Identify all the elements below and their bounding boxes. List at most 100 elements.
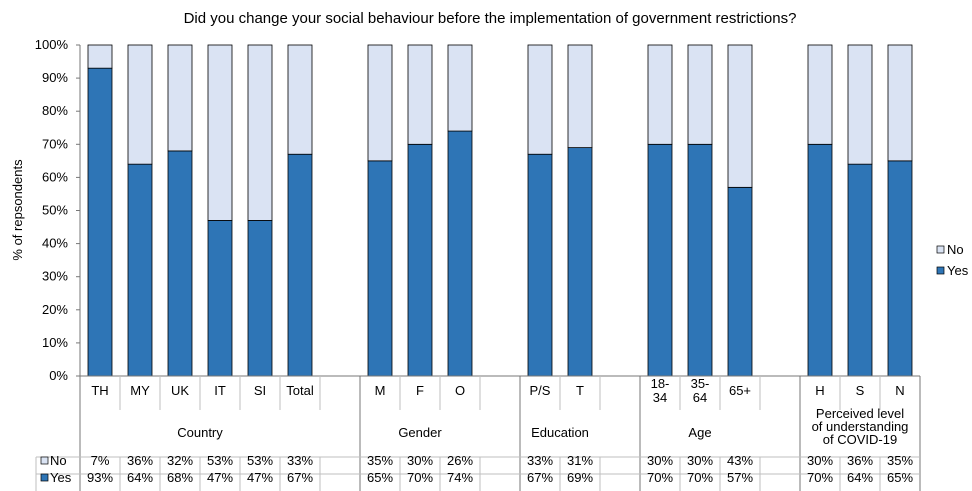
- bar-no: [87, 44, 113, 69]
- table-legend-key: [40, 456, 49, 465]
- x-tick-label: O: [455, 383, 465, 398]
- bar-no: [367, 44, 393, 162]
- group-label: Gender: [398, 425, 442, 440]
- x-tick-label: IT: [214, 383, 226, 398]
- group-label: of COVID-19: [823, 432, 897, 447]
- bar-yes: [127, 163, 153, 377]
- table-value: 36%: [847, 453, 873, 468]
- bar-yes: [87, 67, 113, 377]
- table-value: 70%: [687, 470, 713, 485]
- bar-no: [207, 44, 233, 221]
- group-label: Perceived level: [816, 406, 904, 421]
- x-tick-label: MY: [130, 383, 150, 398]
- x-tick-label: 65+: [729, 383, 751, 398]
- bar-yes: [167, 150, 193, 377]
- bar-yes: [807, 143, 833, 377]
- bar-no: [847, 44, 873, 165]
- bar-yes: [687, 143, 713, 377]
- x-tick-label: SI: [254, 383, 266, 398]
- x-tick-label: TH: [91, 383, 108, 398]
- bar-yes: [647, 143, 673, 377]
- table-value: 69%: [567, 470, 593, 485]
- bar-no: [887, 44, 913, 162]
- x-tick-label: 18-: [651, 376, 670, 391]
- bar-yes: [367, 160, 393, 377]
- table-value: 53%: [247, 453, 273, 468]
- bar-no: [287, 44, 313, 155]
- table-value: 64%: [127, 470, 153, 485]
- table-value: 64%: [847, 470, 873, 485]
- table-value: 68%: [167, 470, 193, 485]
- bar-yes: [407, 143, 433, 377]
- table-value: 74%: [447, 470, 473, 485]
- table-value: 47%: [247, 470, 273, 485]
- table-value: 36%: [127, 453, 153, 468]
- group-label: Age: [688, 425, 711, 440]
- table-value: 26%: [447, 453, 473, 468]
- legend-label: No: [947, 242, 964, 257]
- legend-key: [936, 266, 945, 275]
- bar-no: [167, 44, 193, 152]
- y-tick-label: 0%: [49, 368, 68, 383]
- table-value: 70%: [647, 470, 673, 485]
- table-value: 30%: [687, 453, 713, 468]
- table-value: 35%: [367, 453, 393, 468]
- y-axis-label: % of repsondents: [10, 159, 25, 261]
- bar-no: [807, 44, 833, 145]
- table-value: 65%: [887, 470, 913, 485]
- bar-no: [127, 44, 153, 165]
- legend-label: Yes: [947, 263, 969, 278]
- bar-yes: [727, 186, 753, 377]
- legend: No Yes: [936, 242, 969, 278]
- x-tick-label: M: [375, 383, 386, 398]
- bar-yes: [567, 147, 593, 377]
- x-tick-label: S: [856, 383, 865, 398]
- x-tick-label: P/S: [530, 383, 551, 398]
- x-tick-label: T: [576, 383, 584, 398]
- table-legend-key: [40, 473, 49, 482]
- table-value: 47%: [207, 470, 233, 485]
- table-row-label: No: [50, 453, 67, 468]
- table-row-label: Yes: [50, 470, 72, 485]
- table-value: 30%: [407, 453, 433, 468]
- group-label: of understanding: [812, 419, 909, 434]
- bar-yes: [887, 160, 913, 377]
- table-value: 70%: [807, 470, 833, 485]
- table-value: 93%: [87, 470, 113, 485]
- table-value: 35%: [887, 453, 913, 468]
- table-value: 43%: [727, 453, 753, 468]
- table-value: 31%: [567, 453, 593, 468]
- y-tick-label: 80%: [42, 103, 68, 118]
- bar-no: [247, 44, 273, 221]
- bar-yes: [207, 220, 233, 377]
- group-label: Education: [531, 425, 589, 440]
- bar-no: [567, 44, 593, 149]
- y-axis: 0% 10% 20% 30% 40% 50% 60% 70% 80% 90% 100%: [35, 37, 81, 383]
- table-value: 33%: [527, 453, 553, 468]
- chart-title: Did you change your social behaviour bef…: [184, 10, 797, 27]
- bar-yes: [287, 153, 313, 377]
- table-value: 32%: [167, 453, 193, 468]
- y-tick-label: 100%: [35, 37, 69, 52]
- table-value: 67%: [527, 470, 553, 485]
- group-label: Country: [177, 425, 223, 440]
- x-tick-label: H: [815, 383, 824, 398]
- bar-no: [447, 44, 473, 132]
- table-value: 30%: [807, 453, 833, 468]
- bar-yes: [527, 153, 553, 377]
- table-value: 53%: [207, 453, 233, 468]
- bar-yes: [447, 130, 473, 377]
- y-tick-label: 30%: [42, 269, 68, 284]
- table-value: 30%: [647, 453, 673, 468]
- bar-no: [727, 44, 753, 188]
- x-tick-label: Total: [286, 383, 314, 398]
- bar-no: [407, 44, 433, 145]
- bar-yes: [247, 220, 273, 377]
- x-tick-label: 35-: [691, 376, 710, 391]
- x-tick-label: 34: [653, 390, 667, 405]
- bar-no: [687, 44, 713, 145]
- x-tick-label: 64: [693, 390, 707, 405]
- table-value: 67%: [287, 470, 313, 485]
- x-tick-label: F: [416, 383, 424, 398]
